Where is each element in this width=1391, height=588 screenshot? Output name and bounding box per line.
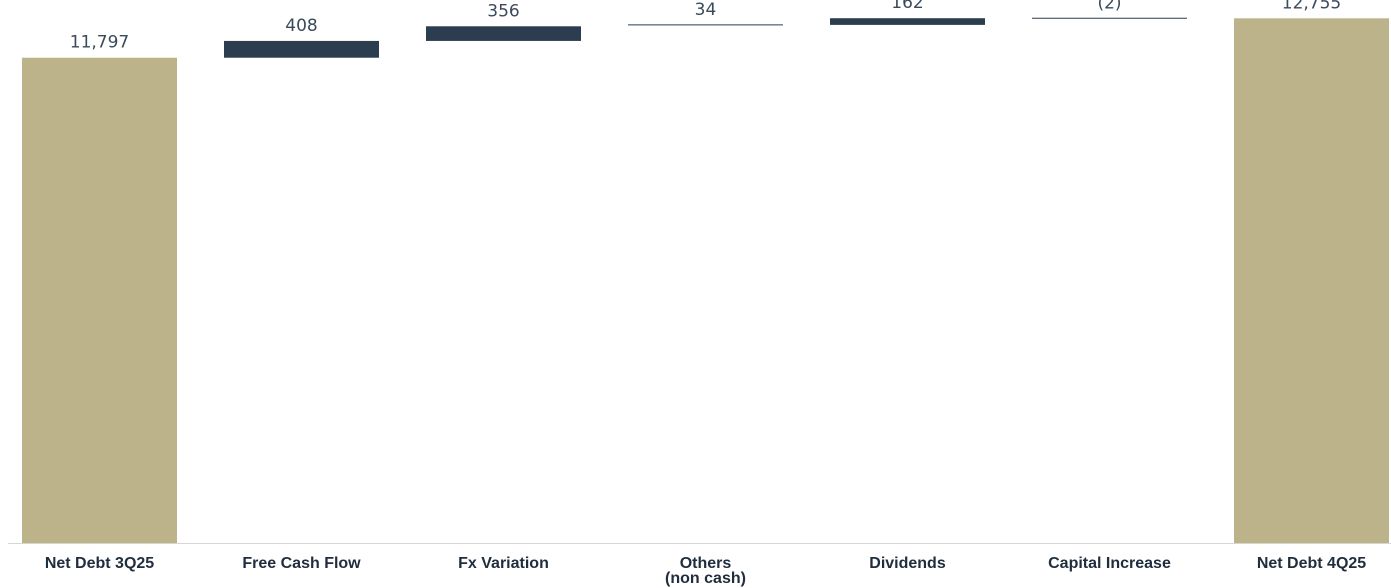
- category-label: Free Cash Flow: [242, 555, 361, 572]
- data-label: 356: [487, 1, 519, 21]
- data-label: 162: [891, 0, 923, 13]
- category-label: Capital Increase: [1048, 555, 1171, 572]
- total-bar: [1234, 18, 1389, 544]
- data-label: (2): [1097, 0, 1121, 13]
- category-label: Net Debt 4Q25: [1257, 555, 1366, 572]
- category-label: Others (non cash): [665, 555, 746, 587]
- waterfall-bar: [830, 18, 985, 25]
- data-label: 34: [695, 0, 717, 20]
- category-label: Fx Variation: [458, 555, 549, 572]
- data-label: 12,755: [1282, 0, 1341, 13]
- data-label: 11,797: [70, 33, 129, 53]
- total-bar: [22, 57, 177, 543]
- waterfall-bar: [426, 26, 581, 41]
- category-label: Net Debt 3Q25: [45, 555, 154, 572]
- data-label: 408: [285, 16, 317, 36]
- waterfall-bar: [224, 40, 379, 58]
- category-label: Dividends: [869, 555, 946, 572]
- bar-group: [22, 17, 1389, 544]
- value-label-group: 11,797 408 356 34 162 (2) 12,755: [70, 0, 1341, 53]
- category-label-group: Net Debt 3Q25 Free Cash Flow Fx Variation O…: [45, 555, 1366, 587]
